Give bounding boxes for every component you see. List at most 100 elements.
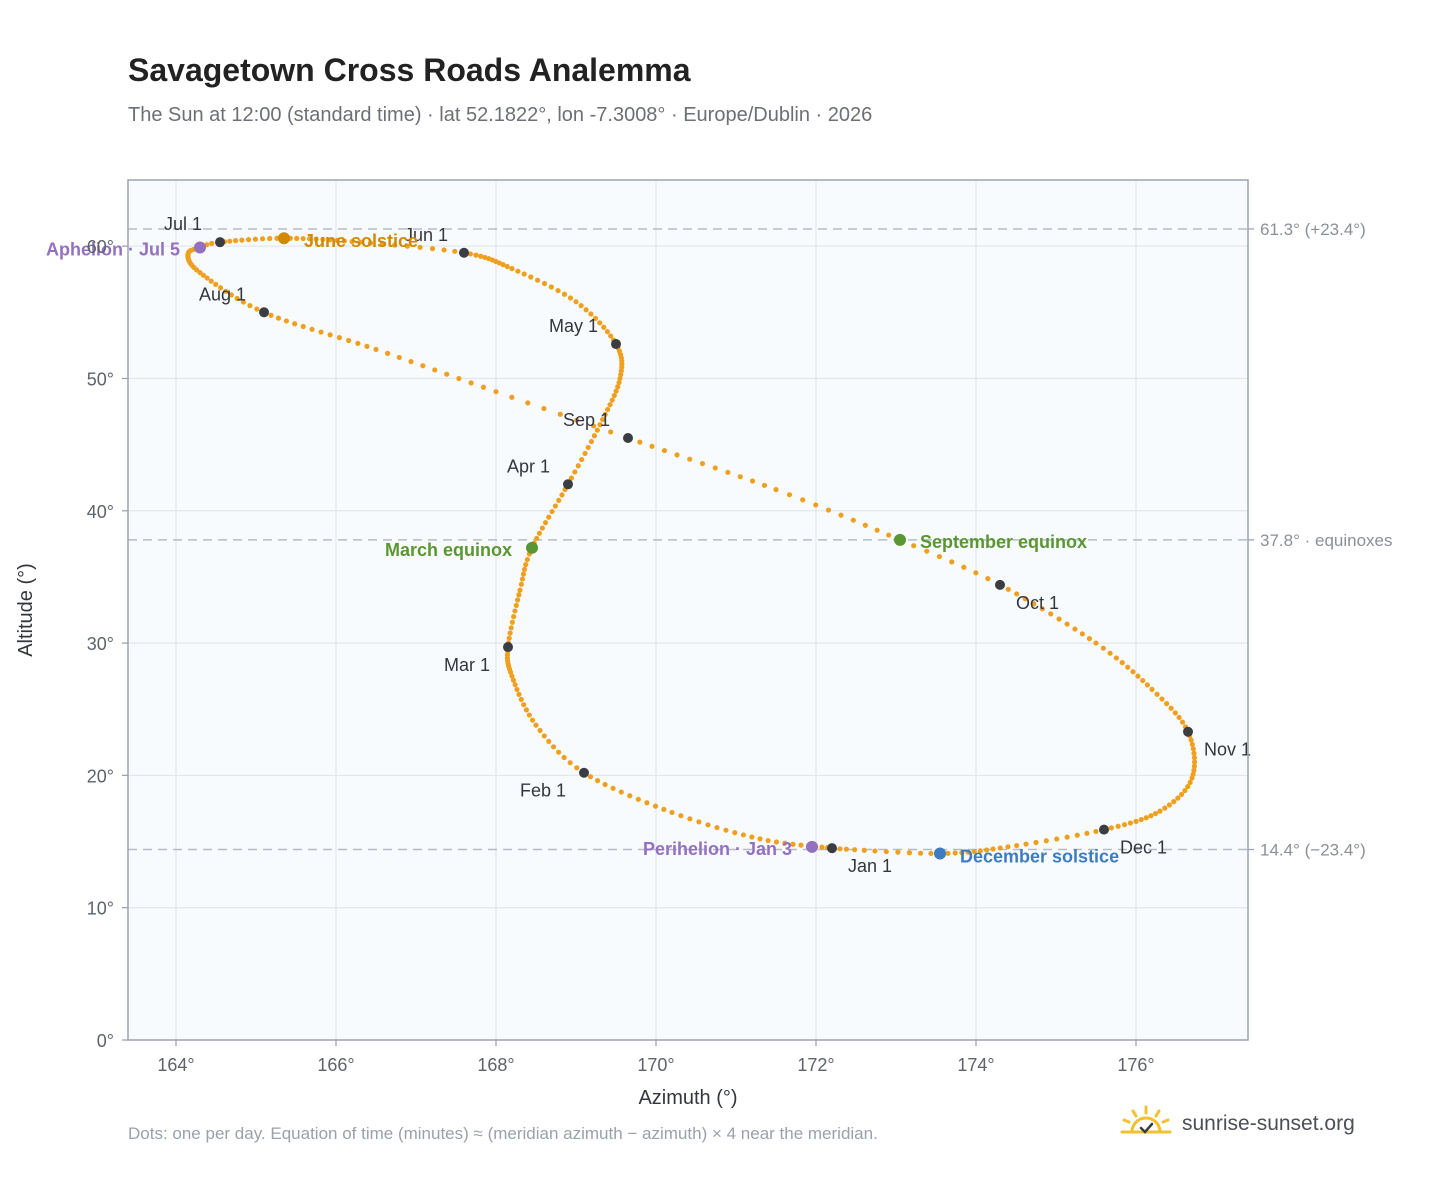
daily-sun-dot xyxy=(1014,591,1020,597)
daily-sun-dot xyxy=(209,240,215,246)
daily-sun-dot xyxy=(605,406,611,413)
daily-sun-dot xyxy=(1187,779,1193,785)
daily-sun-dot xyxy=(800,497,806,503)
daily-sun-dot xyxy=(364,343,370,349)
daily-sun-dot xyxy=(533,722,539,728)
daily-sun-dot xyxy=(1014,842,1020,849)
brand[interactable]: sunrise-sunset.org xyxy=(1120,1102,1355,1146)
daily-sun-dot xyxy=(373,346,379,352)
daily-sun-dot xyxy=(1064,621,1070,627)
daily-sun-dot xyxy=(567,760,573,766)
daily-sun-dot xyxy=(886,532,892,538)
daily-sun-dot xyxy=(523,562,529,568)
brand-name[interactable]: sunrise-sunset.org xyxy=(1182,1112,1355,1135)
daily-sun-dot xyxy=(725,469,731,475)
sun-logo-icon xyxy=(1120,1105,1172,1144)
daily-sun-dot xyxy=(509,673,515,679)
daily-sun-dot xyxy=(1113,655,1119,661)
daily-sun-dot xyxy=(573,299,579,305)
daily-sun-dot xyxy=(1033,839,1039,846)
daily-sun-dot xyxy=(1172,710,1178,716)
daily-sun-dot xyxy=(936,553,943,560)
daily-sun-dot xyxy=(1115,823,1121,829)
daily-sun-dot xyxy=(512,682,518,688)
daily-sun-dot xyxy=(223,288,229,294)
plot-frame xyxy=(127,179,1249,1041)
daily-sun-dot xyxy=(862,522,868,528)
reference-line-label: 37.8° · equinoxes xyxy=(1260,531,1393,550)
daily-sun-dot xyxy=(749,478,756,484)
daily-sun-dot xyxy=(644,800,650,806)
month-marker xyxy=(503,642,513,653)
daily-sun-dot xyxy=(239,237,245,243)
x-tick-label: 170° xyxy=(637,1055,674,1075)
daily-sun-dot xyxy=(924,548,930,554)
event-marker xyxy=(894,533,906,546)
daily-sun-dot xyxy=(452,248,458,254)
daily-sun-dot xyxy=(714,824,720,831)
daily-sun-dot xyxy=(568,475,575,481)
daily-sun-dot xyxy=(740,832,747,838)
month-label: Jun 1 xyxy=(404,225,448,245)
daily-sun-dot xyxy=(761,482,768,488)
month-label: Apr 1 xyxy=(507,456,550,476)
x-tick-label: 174° xyxy=(957,1055,994,1075)
daily-sun-dot xyxy=(516,592,522,598)
daily-sun-dot xyxy=(521,566,528,572)
daily-sun-dot xyxy=(585,444,591,451)
daily-sun-dot xyxy=(534,535,540,542)
daily-sun-dot xyxy=(213,281,219,287)
daily-sun-dot xyxy=(346,337,352,344)
month-label: Aug 1 xyxy=(199,284,246,304)
daily-sun-dot xyxy=(1185,783,1191,790)
daily-sun-dot xyxy=(616,379,622,386)
daily-sun-dot xyxy=(507,630,513,636)
daily-sun-dot xyxy=(773,839,780,845)
daily-sun-dot xyxy=(506,635,512,641)
daily-sun-dot xyxy=(1149,686,1155,692)
daily-sun-dot xyxy=(1175,795,1181,801)
month-marker xyxy=(827,843,837,854)
daily-sun-dot xyxy=(318,329,324,335)
daily-sun-dot xyxy=(228,292,234,298)
daily-sun-dot xyxy=(1154,691,1160,697)
daily-sun-dot xyxy=(536,530,543,536)
daily-sun-dot xyxy=(514,686,520,693)
daily-sun-dot xyxy=(217,285,224,291)
daily-sun-dot xyxy=(535,277,541,283)
daily-sun-dot xyxy=(520,571,527,577)
daily-sun-dot xyxy=(669,809,675,816)
daily-sun-dot xyxy=(548,284,554,290)
event-label: December solstice xyxy=(960,846,1119,866)
daily-sun-dot xyxy=(578,303,584,309)
daily-sun-dot xyxy=(327,332,333,338)
event-label: Aphelion · Jul 5 xyxy=(46,239,180,259)
daily-sun-dot xyxy=(1176,714,1182,721)
event-label: Perihelion · Jan 3 xyxy=(643,839,792,859)
daily-sun-dot xyxy=(583,307,589,313)
daily-sun-dot xyxy=(652,803,659,809)
daily-sun-dot xyxy=(557,411,563,417)
daily-sun-dot xyxy=(556,749,562,755)
daily-sun-dot xyxy=(649,443,655,449)
daily-sun-dot xyxy=(546,514,552,520)
daily-sun-dot xyxy=(732,830,738,836)
daily-sun-dot xyxy=(911,543,917,549)
daily-sun-dot xyxy=(696,819,702,825)
daily-sun-dot xyxy=(608,333,614,339)
daily-sun-dot xyxy=(313,236,319,242)
daily-sun-dot xyxy=(608,429,614,435)
daily-sun-dot xyxy=(1190,746,1196,752)
daily-sun-dot xyxy=(561,291,568,297)
month-marker xyxy=(259,307,269,318)
daily-sun-dot xyxy=(523,707,530,713)
daily-sun-dot xyxy=(579,456,585,463)
daily-sun-dot xyxy=(1138,817,1144,823)
daily-sun-dot xyxy=(1166,802,1173,808)
daily-sun-dot xyxy=(473,252,479,258)
daily-sun-dot xyxy=(749,834,755,840)
daily-sun-dot xyxy=(699,460,706,467)
daily-sun-dot xyxy=(408,358,414,365)
month-label: Jul 1 xyxy=(164,214,202,234)
